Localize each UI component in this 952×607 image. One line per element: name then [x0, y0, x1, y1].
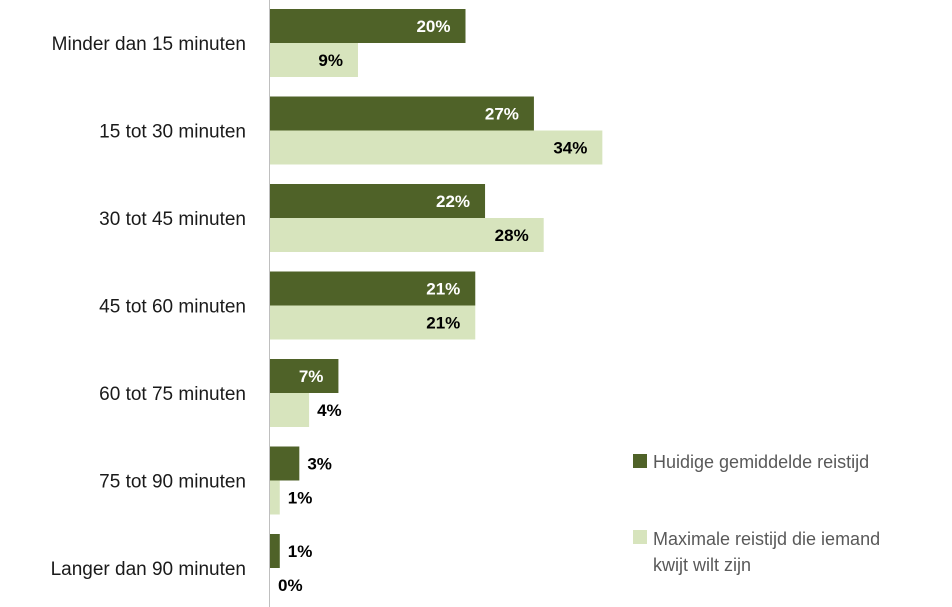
- data-label: 0%: [278, 576, 303, 595]
- data-label: 21%: [426, 280, 460, 299]
- bar-current: [270, 534, 280, 568]
- category-label: Langer dan 90 minuten: [51, 559, 246, 580]
- data-label: 21%: [426, 314, 460, 333]
- data-label: 9%: [318, 51, 343, 70]
- data-label: 28%: [495, 226, 529, 245]
- bar-maximum: [270, 43, 358, 77]
- data-label: 1%: [288, 489, 313, 508]
- data-label: 7%: [299, 367, 324, 386]
- bar-maximum: [270, 481, 280, 515]
- legend-swatch-current: [633, 454, 647, 468]
- legend-label-current: Huidige gemiddelde reistijd: [653, 452, 869, 472]
- data-label: 22%: [436, 192, 470, 211]
- bar-maximum: [270, 393, 309, 427]
- category-labels: Minder dan 15 minuten 15 tot 30 minuten 30…: [51, 34, 246, 580]
- legend: Huidige gemiddelde reistijd Maximale reis…: [633, 452, 880, 575]
- data-label: 34%: [553, 139, 587, 158]
- data-label: 20%: [416, 17, 450, 36]
- legend-swatch-maximum: [633, 530, 647, 544]
- category-label: 60 tot 75 minuten: [99, 384, 246, 405]
- category-label: Minder dan 15 minuten: [52, 34, 246, 55]
- category-label: 15 tot 30 minuten: [99, 122, 246, 143]
- legend-label-maximum: Maximale reistijd die iemand kwijt wilt z…: [653, 529, 880, 575]
- data-label: 27%: [485, 105, 519, 124]
- category-label: 45 tot 60 minuten: [99, 297, 246, 318]
- data-label: 1%: [288, 542, 313, 561]
- category-label: 75 tot 90 minuten: [99, 472, 246, 493]
- data-label: 3%: [307, 455, 332, 474]
- bar-current: [270, 447, 299, 481]
- data-label: 4%: [317, 401, 342, 420]
- category-label: 30 tot 45 minuten: [99, 209, 246, 230]
